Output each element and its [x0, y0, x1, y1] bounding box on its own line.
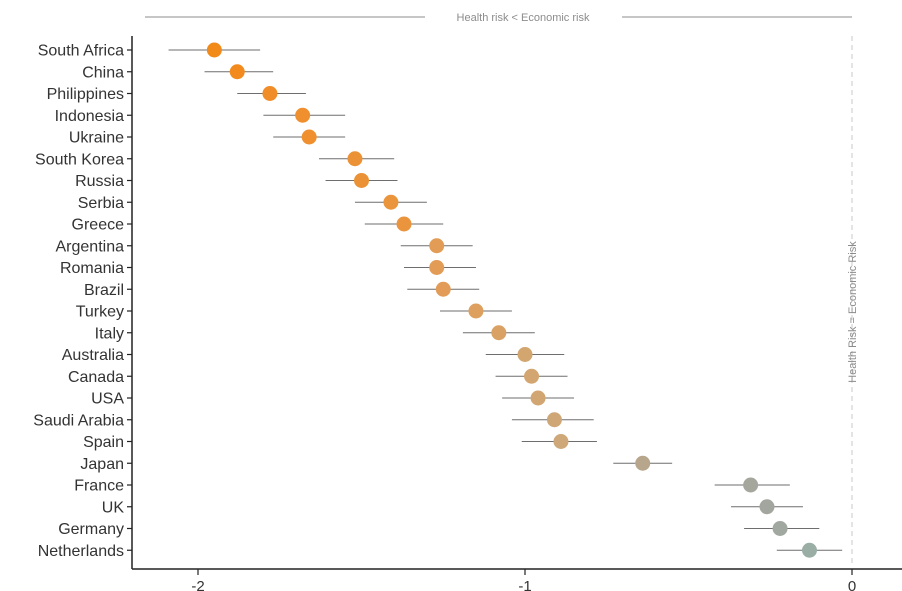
estimate-point — [206, 42, 222, 58]
estimate-point — [468, 303, 484, 319]
country-label: Turkey — [76, 304, 124, 321]
x-ticks: -2 -1 0 — [191, 569, 856, 591]
country-label: UK — [102, 499, 125, 516]
x-tick-label: 0 — [848, 578, 856, 591]
estimate-point — [347, 151, 363, 167]
country-label: South Korea — [35, 151, 124, 168]
x-tick-label: -2 — [191, 578, 204, 591]
country-label: Greece — [72, 217, 125, 234]
estimate-point — [354, 173, 369, 188]
estimate-point — [530, 390, 546, 406]
reference-line-label: Health Risk = Economic Risk — [847, 241, 859, 383]
estimate-point — [524, 368, 540, 384]
estimate-point — [429, 260, 445, 275]
country-label: Saudi Arabia — [33, 412, 124, 429]
estimate-point — [301, 129, 317, 145]
estimate-point — [517, 347, 533, 362]
country-label: South Africa — [38, 43, 124, 60]
estimate-point — [772, 521, 788, 536]
estimate-point — [759, 499, 775, 515]
country-label: Romania — [60, 260, 124, 277]
country-label: Argentina — [56, 238, 125, 255]
country-label: Australia — [62, 347, 124, 364]
country-label: China — [82, 64, 124, 81]
estimate-point — [396, 216, 412, 232]
country-label: Russia — [75, 173, 124, 190]
country-label: Philippines — [47, 86, 124, 103]
estimate-point — [635, 455, 651, 471]
country-label: Spain — [83, 434, 124, 451]
country-label: France — [74, 478, 124, 495]
estimate-point — [262, 86, 278, 101]
estimate-point — [491, 325, 507, 341]
country-label: Ukraine — [69, 130, 124, 147]
estimate-point — [383, 194, 399, 210]
x-tick-label: -1 — [518, 578, 531, 591]
estimate-point — [435, 281, 451, 297]
country-label: Japan — [80, 456, 124, 473]
estimate-point — [229, 64, 245, 80]
country-label: Brazil — [84, 282, 124, 299]
country-label: Italy — [95, 325, 124, 342]
country-label: Germany — [58, 521, 124, 538]
country-label: Serbia — [78, 195, 124, 212]
country-label: Netherlands — [38, 543, 124, 560]
country-label: Indonesia — [55, 108, 124, 125]
country-label: USA — [91, 391, 124, 408]
estimate-point — [295, 107, 311, 123]
country-rows: South Africa China Philippines Indonesia Ukr… — [33, 42, 843, 560]
estimate-point — [553, 434, 569, 449]
country-label: Canada — [68, 369, 124, 386]
estimate-point — [743, 477, 759, 493]
estimate-point — [546, 412, 562, 428]
top-annotation: Health risk < Economic risk — [457, 12, 590, 24]
estimate-point — [801, 542, 817, 558]
estimate-point — [429, 238, 445, 254]
